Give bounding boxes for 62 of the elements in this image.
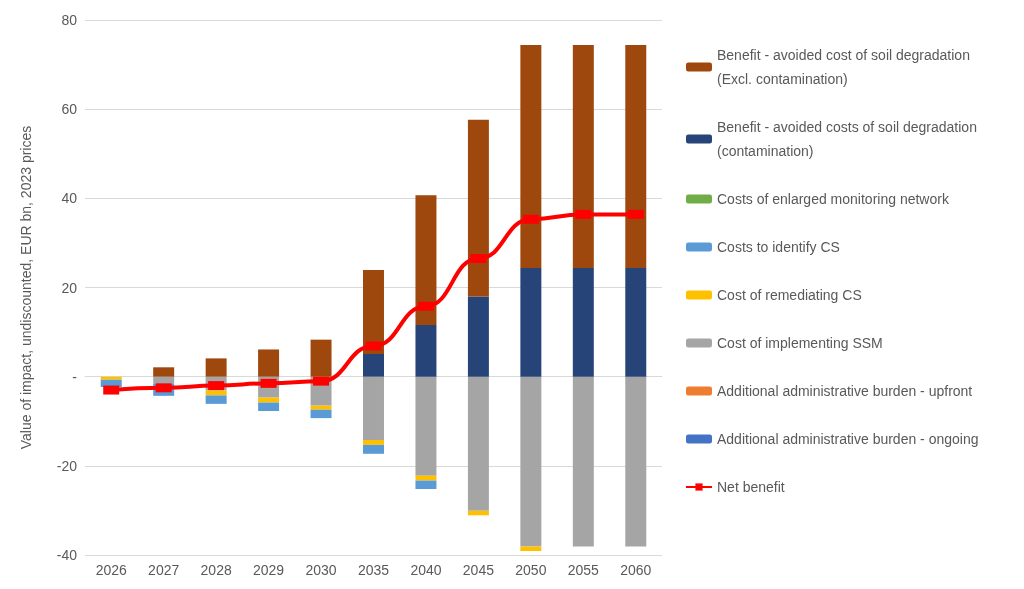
bar — [572, 267, 594, 377]
legend-label: Benefit - avoided cost of soil degradation (Excl. contamination) — [717, 47, 974, 87]
bar — [100, 376, 122, 380]
legend-label: Net benefit — [717, 479, 785, 495]
x-tick-label: 2029 — [253, 562, 285, 578]
bar — [625, 267, 647, 377]
x-tick-label: 2050 — [515, 562, 547, 578]
x-tick-label: 2035 — [357, 562, 390, 578]
bar — [205, 390, 227, 396]
y-tick-label: -40 — [56, 547, 78, 563]
bar — [467, 376, 489, 511]
bar — [415, 475, 437, 481]
x-tick-label: 2055 — [567, 562, 600, 578]
bar — [258, 397, 280, 403]
bar — [310, 339, 332, 377]
bar — [520, 267, 542, 377]
bar — [258, 402, 280, 411]
bar — [363, 353, 384, 377]
bar — [258, 349, 280, 377]
bar — [363, 439, 384, 445]
legend-label: Cost of implementing SSM — [717, 335, 883, 351]
bar — [625, 44, 647, 268]
bar — [520, 44, 542, 268]
bar — [363, 376, 384, 440]
bar — [467, 296, 489, 377]
x-tick-label: 2026 — [95, 562, 128, 578]
y-tick-label: 60 — [61, 101, 78, 118]
y-tick-label: - — [72, 368, 78, 385]
bar — [415, 324, 437, 377]
bar — [415, 480, 437, 490]
bar — [625, 376, 647, 547]
bar — [363, 270, 384, 354]
y-tick-label: 40 — [61, 190, 78, 207]
bar — [415, 376, 437, 476]
y-tick-label: -20 — [56, 457, 78, 474]
bar — [310, 405, 332, 410]
legend-label: Costs to identify CS — [717, 239, 840, 255]
x-tick-label: 2060 — [620, 562, 652, 578]
bar — [572, 44, 594, 268]
bar — [520, 376, 542, 547]
x-tick-label: 2030 — [305, 562, 337, 578]
y-tick-label: 20 — [61, 279, 78, 296]
y-tick-label: 80 — [61, 12, 78, 28]
bar — [572, 376, 594, 547]
legend-label: Benefit - avoided costs of soil degradation (contamination) — [717, 119, 981, 159]
bar — [415, 195, 437, 325]
legend-label: Additional administrative burden - upfront — [717, 383, 973, 399]
legend-label: Cost of remediating CS — [717, 287, 862, 303]
bar — [205, 395, 227, 404]
bar — [310, 409, 332, 419]
bar — [205, 358, 227, 377]
x-tick-label: 2045 — [462, 562, 495, 578]
bar — [467, 119, 489, 297]
y-axis-title: Value of impact, undiscounted, EUR bn, 2023 prices — [18, 125, 34, 450]
bar — [153, 376, 175, 384]
bar — [363, 444, 384, 454]
x-tick-label: 2028 — [200, 562, 232, 578]
legend-label: Additional administrative burden - ongoing — [717, 431, 979, 447]
legend-label: Costs of enlarged monitoring network — [717, 191, 950, 207]
x-tick-label: 2027 — [148, 562, 180, 578]
bar — [153, 367, 175, 377]
x-tick-label: 2040 — [410, 562, 442, 578]
